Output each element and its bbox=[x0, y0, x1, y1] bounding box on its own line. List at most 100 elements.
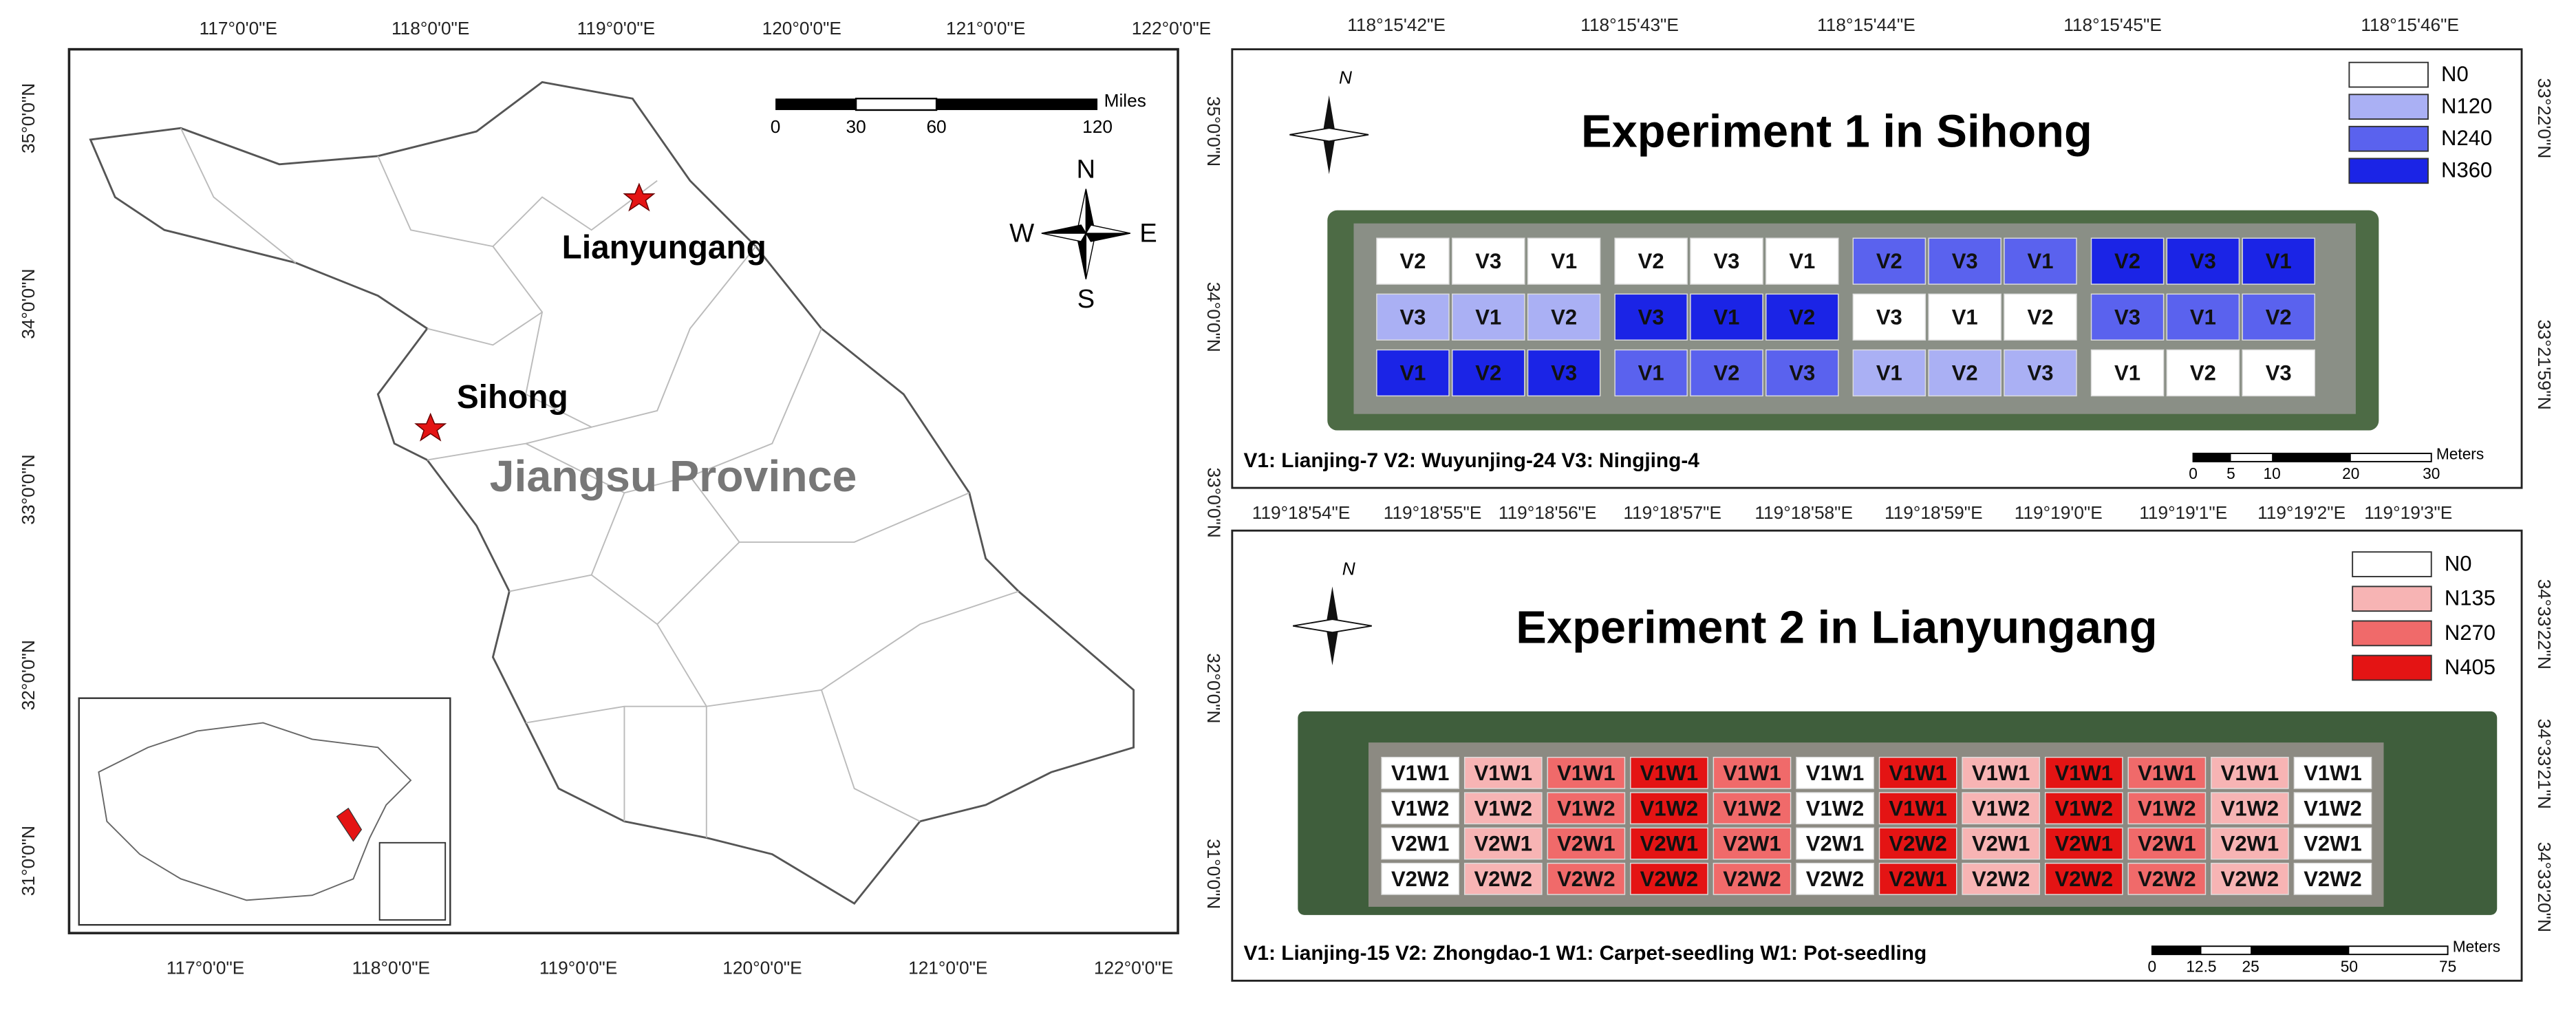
plot-cell bbox=[2127, 756, 2207, 789]
y-label: 31°0'0"N bbox=[18, 826, 39, 896]
plot-cell bbox=[1614, 237, 1688, 285]
y-label: 35°0'0"N bbox=[1203, 96, 1224, 167]
x-label: 119°19'3"E bbox=[2364, 502, 2452, 523]
plot-cell bbox=[2211, 862, 2289, 895]
x-label: 119°18'56"E bbox=[1499, 502, 1597, 523]
plot-label: V2W2 bbox=[2221, 867, 2279, 891]
plot-cell bbox=[1878, 756, 1957, 789]
plot-label: V2W1 bbox=[1889, 867, 1946, 891]
plot-label: V2W2 bbox=[2055, 867, 2113, 891]
plot-cell bbox=[2044, 827, 2123, 860]
scale-unit: Meters bbox=[2453, 938, 2500, 956]
plot-label: V1W1 bbox=[1640, 761, 1698, 785]
caption: V1: Lianjing-7 V2: Wuyunjing-24 V3: Ning… bbox=[1244, 449, 1700, 472]
x-label: 121°0'0"E bbox=[908, 958, 987, 978]
scale-label: 20 bbox=[2342, 464, 2359, 482]
plot-cell bbox=[1376, 293, 1450, 341]
plot-cell bbox=[1928, 237, 2001, 285]
plot-cell bbox=[1796, 756, 1874, 789]
scale-bar bbox=[2272, 453, 2351, 462]
plot-label: V1W1 bbox=[1391, 761, 1449, 785]
province-outline bbox=[89, 81, 1135, 905]
y-label: 34°33'22"N bbox=[2534, 579, 2555, 669]
plot-cell bbox=[2166, 293, 2240, 341]
plot-cell bbox=[2090, 237, 2165, 285]
plot-label: V1W2 bbox=[1640, 796, 1698, 820]
x-label: 117°0'0"E bbox=[200, 18, 277, 39]
plot-cell bbox=[1547, 792, 1626, 825]
north-arrow bbox=[1289, 127, 1369, 142]
plot-label: V1W1 bbox=[1723, 761, 1781, 785]
plot-label: V1W2 bbox=[1391, 796, 1449, 820]
plot-label: V3 bbox=[1475, 249, 1501, 273]
plot-label: V2 bbox=[2028, 305, 2054, 329]
legend-swatch bbox=[2352, 551, 2432, 577]
plot-label: V1 bbox=[2028, 249, 2054, 273]
x-label: 119°18'58"E bbox=[1754, 502, 1853, 523]
plot-cell bbox=[2090, 349, 2165, 397]
plot-cell bbox=[1463, 827, 1543, 860]
plot-label: V1W2 bbox=[1557, 796, 1615, 820]
scale-bar bbox=[2251, 946, 2350, 955]
scale-bar bbox=[2151, 946, 2202, 955]
plot-cell bbox=[1452, 293, 1525, 341]
x-label: 119°19'2"E bbox=[2257, 502, 2346, 523]
plot-cell bbox=[1765, 237, 1839, 285]
compass-letter: W bbox=[1009, 219, 1034, 248]
plot-label: V2W1 bbox=[1391, 832, 1449, 856]
plot-cell bbox=[1463, 862, 1543, 895]
plot-label: V3 bbox=[1876, 305, 1902, 329]
x-label: 121°0'0"E bbox=[946, 18, 1025, 39]
plot-label: V1 bbox=[1399, 361, 1426, 385]
plot-label: V2 bbox=[2266, 305, 2292, 329]
plot-cell bbox=[1852, 237, 1926, 285]
plot-cell bbox=[2127, 792, 2207, 825]
plot-label: V1W2 bbox=[1972, 796, 2030, 820]
inset-country bbox=[98, 722, 412, 901]
plot-cell bbox=[1381, 792, 1460, 825]
scale-unit: Meters bbox=[2436, 444, 2484, 462]
x-label: 119°0'0"E bbox=[539, 958, 617, 978]
plot-label: V2 bbox=[1551, 305, 1577, 329]
plot-label: V3 bbox=[2114, 305, 2140, 329]
plot-cell bbox=[1928, 293, 2001, 341]
plot-cell bbox=[1452, 349, 1525, 397]
x-label: 119°18'57"E bbox=[1623, 502, 1721, 523]
legend-label: N0 bbox=[2441, 62, 2469, 86]
y-label: 32°0'0"N bbox=[18, 640, 39, 710]
plot-label: V1 bbox=[2266, 249, 2292, 273]
plot-label: V1W1 bbox=[2221, 761, 2279, 785]
plot-label: V2W1 bbox=[2138, 832, 2196, 856]
x-label: 118°15'42"E bbox=[1347, 14, 1446, 35]
legend-swatch bbox=[2348, 61, 2429, 88]
plot-label: V2W1 bbox=[1806, 832, 1864, 856]
plot-cell bbox=[1713, 792, 1792, 825]
plot-cell bbox=[1962, 792, 2041, 825]
plot-cell bbox=[2293, 756, 2372, 789]
plot-cell bbox=[2242, 237, 2315, 285]
place-name: Lianyungang bbox=[562, 230, 766, 266]
x-label: 117°0'0"E bbox=[167, 958, 244, 978]
x-label: 120°0'0"E bbox=[762, 18, 841, 39]
x-label: 122°0'0"E bbox=[1132, 18, 1211, 39]
y-label: 33°22'0"N bbox=[2534, 78, 2555, 159]
y-label: 35°0'0"N bbox=[18, 83, 39, 153]
scale-label: 75 bbox=[2439, 957, 2456, 975]
panel-title: Experiment 1 in Sihong bbox=[1581, 105, 2092, 157]
plot-cell bbox=[2044, 862, 2123, 895]
plot-cell bbox=[1852, 349, 1926, 397]
plot-label: V1W2 bbox=[2304, 796, 2361, 820]
plot-label: V1 bbox=[1638, 361, 1664, 385]
scale-bar bbox=[775, 98, 857, 110]
plot-cell bbox=[1796, 792, 1874, 825]
plot-label: V2 bbox=[1789, 305, 1815, 329]
legend-label: N240 bbox=[2441, 126, 2492, 150]
plot-label: V2 bbox=[1399, 249, 1426, 273]
y-label: 34°33'21"N bbox=[2534, 719, 2555, 809]
plot-label: V3 bbox=[1789, 361, 1815, 385]
plot-label: V3 bbox=[1399, 305, 1426, 329]
x-label: 118°15'43"E bbox=[1580, 14, 1679, 35]
compass-letter: N bbox=[1077, 154, 1096, 184]
plot-cell bbox=[2211, 792, 2289, 825]
scale-label: 25 bbox=[2242, 957, 2260, 975]
